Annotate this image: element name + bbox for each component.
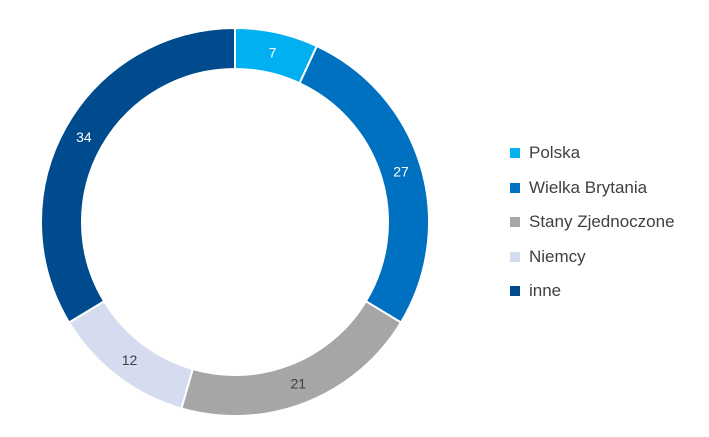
- legend-swatch: [510, 182, 520, 193]
- legend-swatch: [510, 217, 520, 228]
- legend-item: Polska: [510, 136, 675, 171]
- legend-swatch: [510, 148, 520, 159]
- data-label-niemcy: 12: [122, 352, 138, 368]
- legend-label: Wielka Brytania: [529, 177, 648, 197]
- data-label-stany-zjednoczone: 21: [290, 376, 306, 392]
- data-label-inne: 34: [76, 129, 92, 145]
- data-label-polska: 7: [269, 45, 277, 61]
- legend-swatch: [510, 251, 520, 262]
- slice-stany-zjednoczone: [180, 299, 403, 417]
- legend-item: Wielka Brytania: [510, 171, 675, 206]
- legend-label: Stany Zjednoczone: [529, 212, 675, 232]
- chart-legend: Polska Wielka Brytania Stany Zjednoczone Ni…: [510, 136, 675, 309]
- data-label-wielka-brytania: 27: [393, 163, 409, 179]
- legend-label: inne: [529, 281, 562, 301]
- legend-item: Stany Zjednoczone: [510, 205, 675, 240]
- slice-inne: [40, 26, 236, 324]
- legend-item: inne: [510, 274, 675, 309]
- legend-swatch: [510, 286, 520, 297]
- slice-wielka-brytania: [298, 44, 430, 324]
- legend-label: Polska: [529, 143, 581, 163]
- legend-label: Niemcy: [529, 246, 586, 266]
- legend-item: Niemcy: [510, 240, 675, 275]
